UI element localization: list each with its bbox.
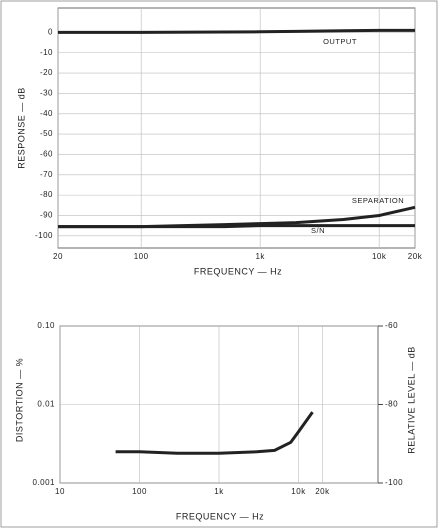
y-tick-label: 0.01: [37, 400, 55, 409]
y-axis-label: RESPONSE — dB: [16, 87, 26, 169]
annotation: SEPARATION: [352, 196, 404, 205]
y2-axis-label: RELATIVE LEVEL — dB: [406, 346, 416, 454]
x-axis-label: FREQUENCY — Hz: [194, 266, 282, 276]
x-tick-label: 20k: [408, 252, 423, 261]
data-line: [58, 28, 415, 34]
x-tick-label: 100: [132, 487, 147, 496]
y-tick-label: -100: [35, 231, 53, 240]
y-tick-label: -80: [40, 190, 53, 199]
x-tick-label: 100: [134, 252, 149, 261]
data-line: [58, 224, 415, 229]
x-tick-label: 10k: [372, 252, 387, 261]
x-tick-label: 10: [55, 487, 65, 496]
annotation: OUTPUT: [323, 37, 357, 46]
y2-tick-label: -60: [385, 321, 398, 330]
y-tick-label: 0.001: [32, 478, 55, 487]
y-tick-label: -60: [40, 150, 53, 159]
x-tick-label: 20: [53, 252, 63, 261]
y-tick-label: -90: [40, 211, 53, 220]
x-tick-label: 10k: [291, 487, 306, 496]
data-line: [115, 411, 314, 455]
x-tick-label: 20k: [315, 487, 330, 496]
y-tick-label: -10: [40, 48, 53, 57]
y-tick-label: -40: [40, 109, 53, 118]
y-tick-label: -20: [40, 68, 53, 77]
x-tick-label: 1k: [255, 252, 265, 261]
data-line: [58, 205, 416, 229]
y-tick-label: -50: [40, 129, 53, 138]
y2-tick-label: -80: [385, 400, 398, 409]
x-axis-label: FREQUENCY — Hz: [176, 511, 264, 521]
plot-frame: [57, 7, 416, 249]
y-tick-label: -30: [40, 89, 53, 98]
y2-tick-label: -100: [385, 478, 403, 487]
y-tick-label: -70: [40, 170, 53, 179]
annotation: S/N: [311, 226, 325, 235]
x-tick-label: 1k: [214, 487, 224, 496]
y-axis-label: DISTORTION — %: [14, 358, 24, 442]
y-tick-label: 0.10: [37, 321, 55, 330]
y-tick-label: 0: [48, 28, 53, 37]
